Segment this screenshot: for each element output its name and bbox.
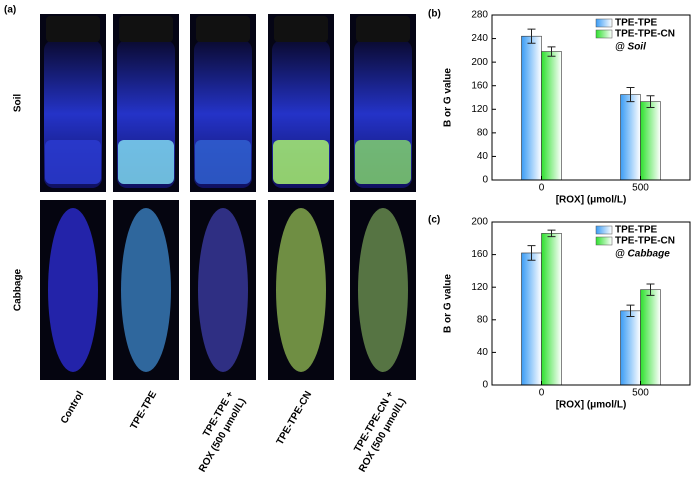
annotation: @ Cabbage [615, 249, 670, 260]
x-tick-label: 500 [632, 183, 649, 194]
cabbage [121, 208, 171, 372]
y-tick-label: 40 [477, 347, 489, 358]
error-bar [527, 28, 536, 44]
column-label-line: Control [59, 389, 86, 425]
column-label-line: TPE-TPE-CN [274, 389, 314, 446]
soil [273, 140, 329, 184]
x-tick-label: 0 [539, 183, 545, 194]
column-label-line: TPE-TPE [128, 389, 159, 431]
x-axis-label: [ROX] (μmol/L) [556, 400, 627, 411]
bar-chart: (b) B or G value [ROX] (μmol/L) 0 40 80 120 160… [428, 9, 691, 206]
legend-label: TPE-TPE [615, 18, 658, 29]
soil [355, 140, 411, 184]
column-label: TPE-TPE +ROX (500 μmol/L) [185, 389, 248, 474]
cabbage [276, 208, 326, 372]
y-tick-label: 40 [477, 151, 489, 162]
column-label: TPE-TPE-CN +ROX (500 μmol/L) [345, 389, 408, 474]
error-bar [626, 304, 635, 318]
cabbage [198, 208, 248, 372]
legend-swatch [595, 29, 613, 39]
cabbage [48, 208, 98, 372]
error-bar [547, 229, 556, 238]
jar-cap [274, 16, 328, 42]
plot-frame [491, 14, 691, 181]
y-tick-label: 0 [482, 380, 488, 391]
error-bar [646, 283, 655, 296]
column-label: TPE-TPE [128, 389, 159, 431]
panel-label: (b) [428, 9, 441, 20]
column-label: Control [59, 389, 86, 425]
soil [45, 140, 101, 184]
bar-chart: (c) B or G value [ROX] (μmol/L) 0 40 80 120 160… [428, 215, 691, 411]
jar-cap [196, 16, 250, 42]
photo-panel: (a) Control TPE-TPE TPE-TPE +ROX (500 μmol/… [4, 5, 416, 474]
error-bar [626, 86, 635, 103]
error-bar [527, 245, 536, 261]
legend-label: TPE-TPE-CN [615, 29, 675, 40]
annotation: @ Soil [615, 42, 646, 53]
y-tick-label: 0 [482, 175, 488, 186]
soil [118, 140, 174, 184]
x-tick-label: 500 [632, 388, 649, 399]
column-label: TPE-TPE-CN [274, 389, 314, 446]
y-axis-label: B or G value [443, 274, 454, 333]
y-tick-label: 160 [471, 80, 488, 91]
x-tick-label: 0 [539, 388, 545, 399]
jar-cap [119, 16, 173, 42]
x-axis-label: [ROX] (μmol/L) [556, 195, 627, 206]
error-bar [547, 46, 556, 57]
y-axis-label: B or G value [443, 68, 454, 127]
y-tick-label: 280 [471, 10, 488, 21]
row-label: Cabbage [13, 268, 24, 311]
y-tick-label: 200 [471, 57, 488, 68]
row-label: Soil [13, 94, 24, 113]
bar [521, 252, 542, 386]
plot-frame [491, 221, 691, 386]
bar [541, 51, 562, 181]
bar [620, 94, 641, 181]
soil [195, 140, 251, 184]
legend-swatch [595, 225, 613, 235]
y-tick-label: 240 [471, 33, 488, 44]
cabbage [358, 208, 408, 372]
y-tick-label: 120 [471, 104, 488, 115]
y-tick-label: 120 [471, 282, 488, 293]
jar-cap [46, 16, 100, 42]
y-tick-label: 80 [477, 314, 489, 325]
bar [620, 310, 641, 386]
bar [640, 289, 661, 386]
legend-swatch [595, 18, 613, 28]
y-tick-label: 200 [471, 217, 488, 228]
panel-label: (c) [428, 215, 440, 226]
bar [640, 101, 661, 181]
legend-swatch [595, 236, 613, 246]
y-tick-label: 160 [471, 249, 488, 260]
bar [541, 233, 562, 386]
y-tick-label: 80 [477, 127, 489, 138]
bar [521, 35, 542, 181]
legend-label: TPE-TPE-CN [615, 236, 675, 247]
error-bar [646, 95, 655, 109]
jar-cap [356, 16, 410, 42]
panel-label: (a) [4, 5, 16, 16]
legend-label: TPE-TPE [615, 225, 658, 236]
